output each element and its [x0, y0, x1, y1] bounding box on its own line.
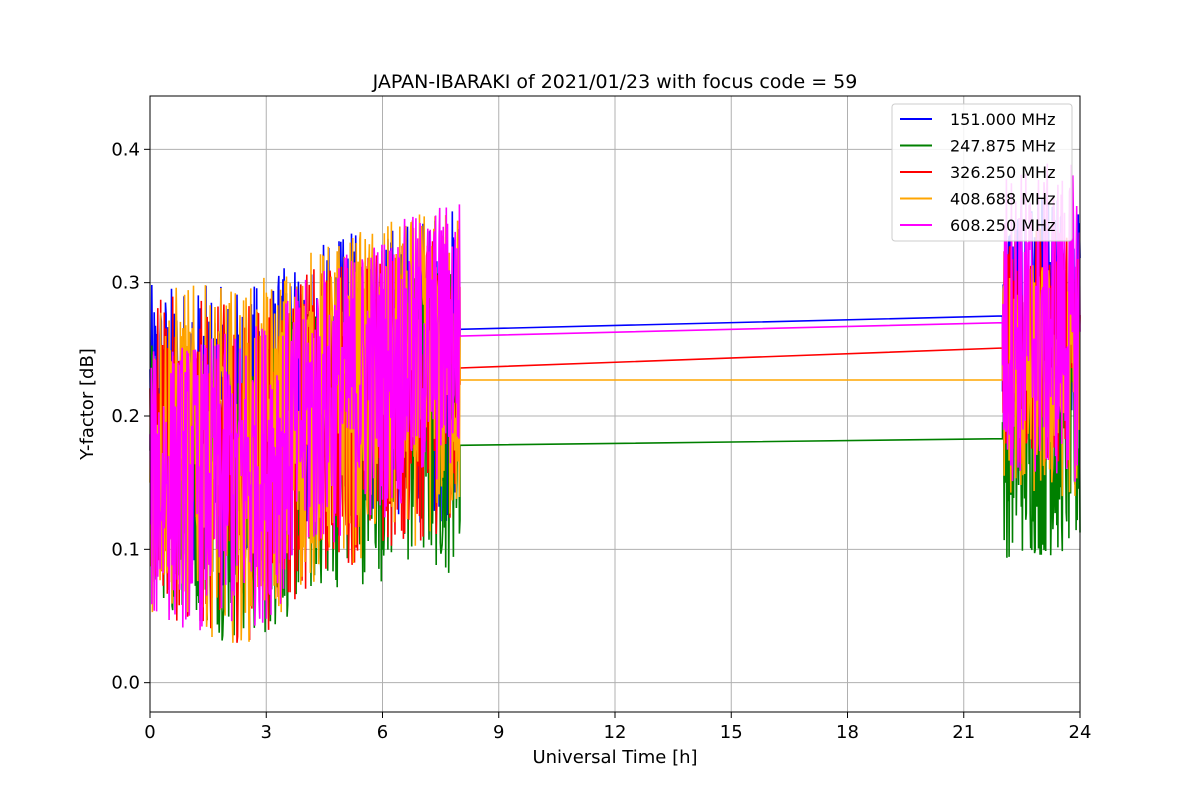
legend-label: 326.250 MHz: [950, 163, 1055, 182]
x-tick-label: 12: [604, 722, 627, 743]
x-tick-label: 3: [261, 722, 272, 743]
chart-title: JAPAN-IBARAKI of 2021/01/23 with focus c…: [372, 71, 858, 93]
y-axis-label: Y-factor [dB]: [77, 348, 98, 461]
x-tick-label: 21: [952, 722, 975, 743]
legend-label: 608.250 MHz: [950, 216, 1055, 235]
legend: 151.000 MHz 247.875 MHz 326.250 MHz 408.688…: [891, 103, 1073, 242]
legend-label: 151.000 MHz: [950, 110, 1055, 129]
x-tick-label: 0: [144, 722, 155, 743]
legend-label: 408.688 MHz: [950, 190, 1055, 209]
y-tick-label: 0.4: [111, 139, 140, 160]
x-tick-label: 9: [493, 722, 504, 743]
x-tick-label: 24: [1069, 722, 1092, 743]
x-axis-label: Universal Time [h]: [532, 747, 697, 768]
ticks: 0 3 6 9 12 15 18 21 24 0.0 0.1 0.2 0.3 0.4: [111, 139, 1091, 743]
y-tick-label: 0.3: [111, 273, 140, 294]
legend-label: 247.875 MHz: [950, 137, 1055, 156]
series-line: [149, 163, 1081, 631]
x-tick-label: 6: [377, 722, 388, 743]
series-5: [149, 163, 1081, 631]
legend-box: [891, 103, 1073, 242]
series-layer: [149, 163, 1081, 643]
y-tick-label: 0.2: [111, 406, 140, 427]
x-tick-label: 18: [836, 722, 859, 743]
y-tick-label: 0.1: [111, 539, 140, 560]
x-tick-label: 15: [720, 722, 743, 743]
y-tick-label: 0.0: [111, 673, 140, 694]
